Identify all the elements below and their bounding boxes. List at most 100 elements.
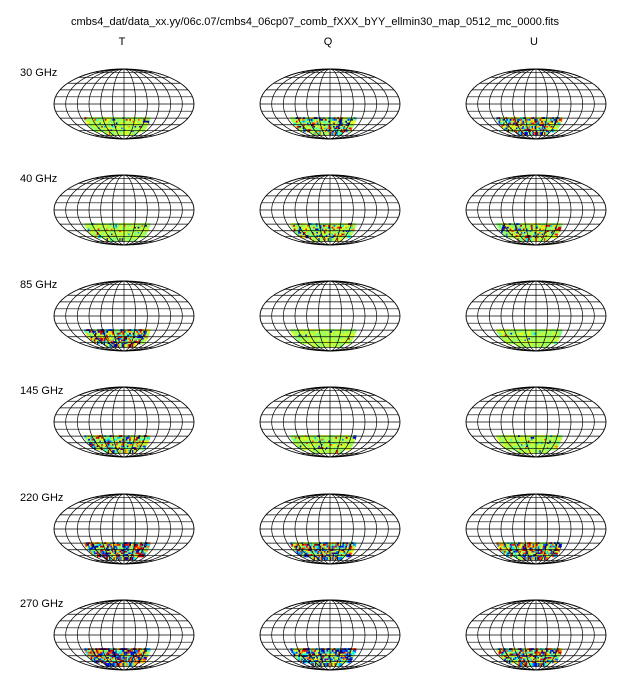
map-pixel	[346, 117, 350, 121]
map-pixel	[315, 230, 319, 234]
map-pixel	[297, 329, 301, 333]
map-pixel	[307, 437, 311, 440]
map-pixel	[145, 435, 149, 439]
map-pixel	[120, 230, 124, 234]
map-pixel	[298, 437, 302, 440]
map-pixel	[321, 226, 325, 230]
map-pixel	[88, 332, 92, 336]
map-pixel	[344, 435, 348, 439]
map-pixel	[110, 545, 114, 549]
map-pixel	[293, 331, 297, 334]
map-pixel	[542, 336, 546, 340]
map-pixel	[127, 225, 131, 228]
map-pixel	[521, 329, 525, 333]
map-pixel	[341, 228, 345, 232]
map-pixel	[550, 440, 554, 444]
map-pixel	[324, 331, 328, 334]
map-pixel	[92, 331, 96, 334]
map-pixel	[518, 225, 522, 228]
map-pixel	[529, 228, 533, 232]
map-pixel	[92, 119, 96, 122]
map-pixel	[542, 124, 546, 128]
map-pixel	[301, 438, 304, 442]
map-pixel	[94, 331, 98, 334]
map-pixel	[536, 336, 539, 340]
map-pixel	[294, 544, 298, 547]
map-pixel	[303, 117, 306, 121]
map-pixel	[316, 332, 320, 336]
map-pixel	[305, 547, 309, 551]
map-pixel	[532, 437, 536, 440]
map-pixel	[556, 226, 560, 230]
map-pixel	[311, 230, 314, 234]
map-pixel	[92, 225, 96, 228]
map-pixel	[349, 336, 352, 340]
meridian	[535, 280, 560, 352]
map-pixel	[292, 117, 296, 121]
map-pixel	[112, 334, 116, 338]
map-pixel	[529, 332, 533, 336]
map-pixel	[307, 549, 311, 553]
map-pixel	[120, 122, 124, 126]
map-pixel	[346, 542, 350, 546]
map-pixel	[91, 547, 94, 551]
sky-map	[53, 280, 195, 352]
map-pixel	[323, 545, 327, 549]
map-pixel	[314, 119, 318, 122]
map-pixel	[522, 440, 526, 444]
map-pixel	[546, 119, 550, 122]
map-pixel	[326, 336, 330, 340]
map-pixel	[85, 437, 89, 440]
map-pixel	[313, 547, 317, 551]
map-pixel	[292, 226, 296, 230]
map-pixel	[347, 336, 351, 340]
map-pixel	[147, 435, 151, 439]
map-pixel	[307, 332, 311, 336]
map-pixel	[331, 329, 335, 333]
map-pixel	[310, 117, 314, 121]
map-pixel	[550, 119, 553, 122]
map-pixel	[521, 228, 525, 232]
map-pixel	[120, 332, 124, 336]
map-pixel	[540, 232, 544, 235]
map-pixel	[136, 542, 140, 546]
map-pixel	[330, 331, 333, 334]
map-pixel	[312, 544, 316, 547]
map-pixel	[312, 225, 316, 228]
map-pixel	[352, 544, 356, 547]
map-pixel	[105, 334, 109, 338]
column-label: U	[530, 36, 538, 48]
map-pixel	[305, 225, 309, 228]
map-pixel	[323, 226, 327, 230]
map-pixel	[303, 223, 306, 227]
map-pixel	[342, 329, 346, 333]
map-pixel	[527, 435, 530, 439]
map-pixel	[119, 334, 123, 338]
map-pixel	[113, 331, 117, 334]
map-pixel	[124, 228, 127, 232]
map-pixel	[298, 122, 302, 126]
map-pixel	[140, 542, 144, 546]
map-pixel	[344, 547, 348, 551]
map-pixel	[346, 228, 350, 232]
map-pixel	[521, 223, 525, 227]
map-pixel	[294, 435, 297, 439]
map-pixel	[120, 223, 124, 227]
map-pixel	[344, 119, 347, 122]
map-pixel	[316, 226, 320, 230]
map-pixel	[541, 119, 545, 122]
map-pixel	[518, 331, 522, 334]
map-pixel	[321, 334, 325, 338]
map-pixel	[116, 435, 120, 439]
map-pixel	[326, 549, 330, 553]
map-pixel	[102, 223, 106, 227]
map-pixel	[98, 542, 102, 546]
map-pixel	[335, 225, 339, 228]
map-pixel	[335, 435, 339, 439]
map-pixel	[310, 547, 314, 551]
map-pixel	[306, 547, 310, 551]
map-pixel	[293, 122, 297, 126]
map-pixel	[315, 228, 319, 232]
map-pixel	[523, 331, 527, 334]
map-pixel	[97, 442, 101, 446]
